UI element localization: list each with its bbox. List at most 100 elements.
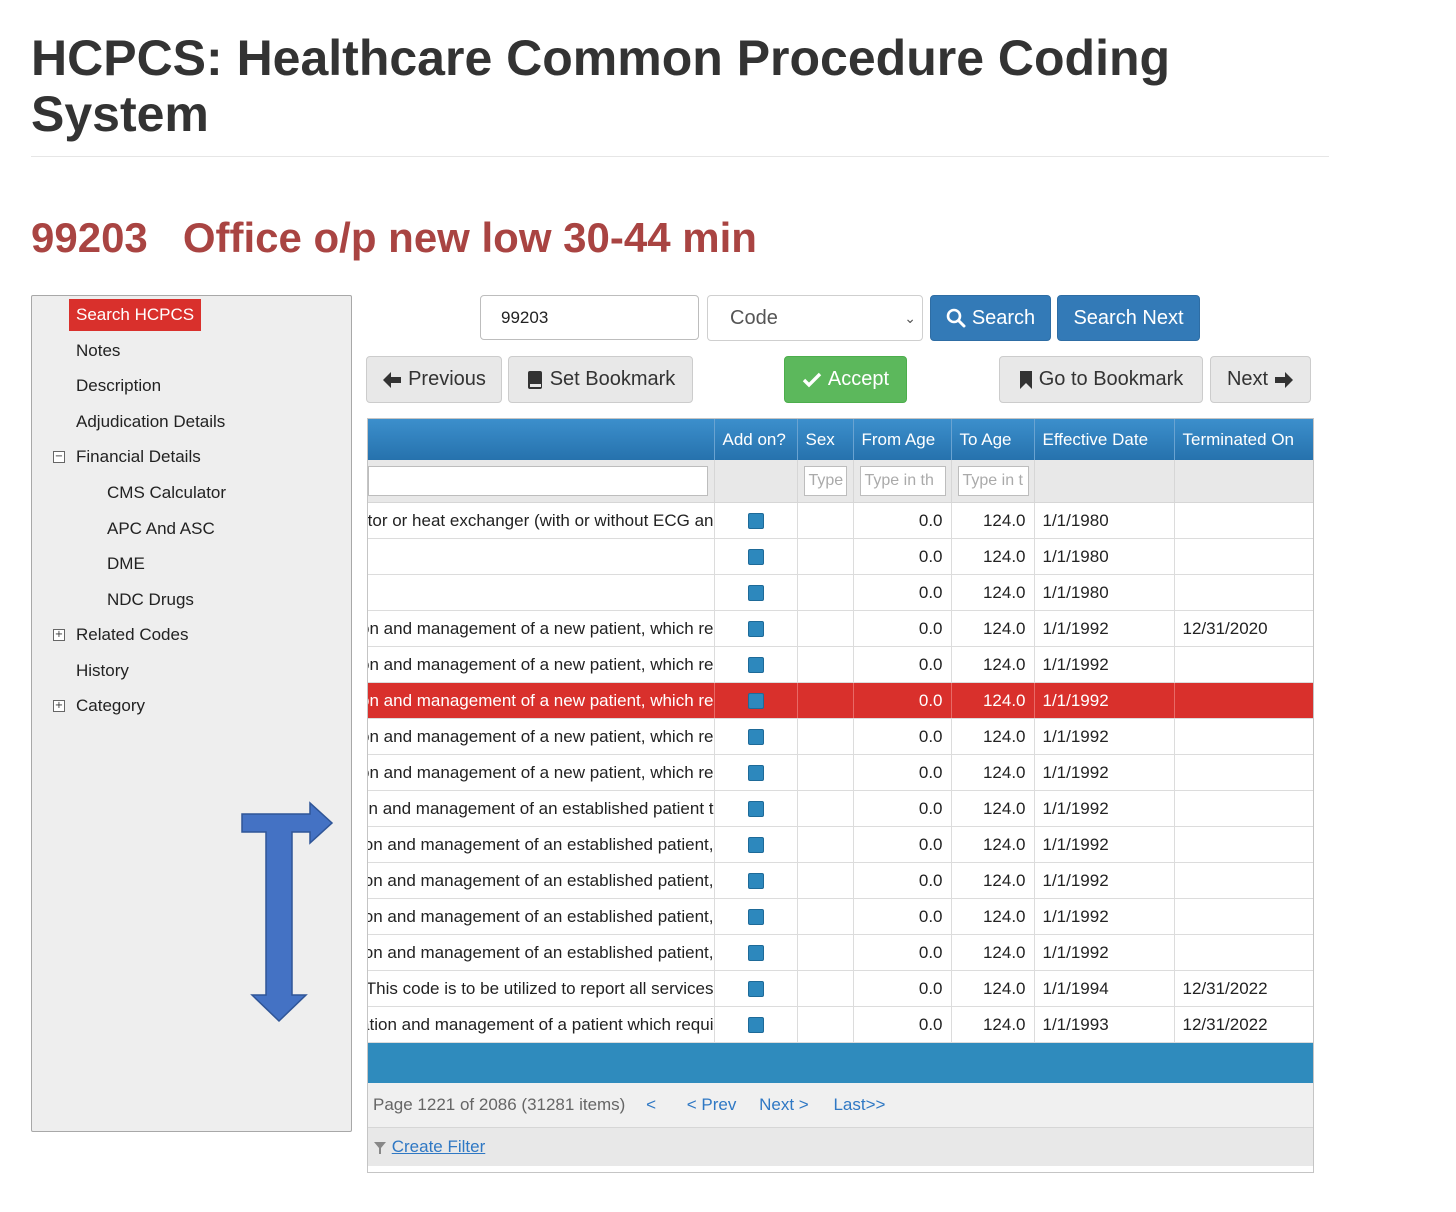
add-on-checkbox[interactable] bbox=[747, 584, 764, 601]
code-description: Office o/p new low 30-44 min bbox=[182, 214, 757, 261]
table-row[interactable]: ation and management of a patient which … bbox=[368, 1006, 1313, 1043]
add-on-checkbox[interactable] bbox=[747, 656, 764, 673]
add-on-checkbox[interactable] bbox=[747, 872, 764, 889]
cell-add-on bbox=[714, 862, 798, 899]
table-row[interactable]: (This code is to be utilized to report a… bbox=[368, 970, 1313, 1007]
add-on-checkbox[interactable] bbox=[747, 764, 764, 781]
sidebar-item-financial-details[interactable]: Financial Details bbox=[76, 447, 201, 466]
previous-button[interactable]: Previous bbox=[366, 356, 502, 403]
sidebar-item-ndc-drugs[interactable]: NDC Drugs bbox=[107, 590, 194, 609]
accept-button[interactable]: Accept bbox=[784, 356, 907, 403]
search-type-select[interactable]: Code ⌄ bbox=[707, 295, 923, 341]
sidebar-item-cms-calculator[interactable]: CMS Calculator bbox=[107, 483, 227, 502]
add-on-checkbox[interactable] bbox=[747, 908, 764, 925]
filter-row: Type Type in th Type in t bbox=[368, 460, 1313, 503]
table-row[interactable]: on and management of a new patient, whic… bbox=[368, 754, 1313, 791]
cell-effective-date: 1/1/1992 bbox=[1034, 682, 1175, 719]
description-text: on and management of an established pati… bbox=[368, 798, 714, 818]
cell-sex bbox=[797, 970, 854, 1007]
sidebar-item-apc-and-asc[interactable]: APC And ASC bbox=[107, 519, 215, 538]
search-next-button[interactable]: Search Next bbox=[1057, 295, 1200, 341]
sidebar-item-history[interactable]: History bbox=[76, 661, 129, 680]
cell-effective-date: 1/1/1980 bbox=[1034, 574, 1175, 611]
pager-first-link[interactable]: < bbox=[646, 1095, 657, 1114]
go-to-bookmark-button[interactable]: Go to Bookmark bbox=[999, 356, 1203, 403]
cell-to-age: 124.0 bbox=[951, 574, 1035, 611]
cell-description: on and management of a new patient, whic… bbox=[368, 718, 715, 755]
description-filter-input[interactable] bbox=[368, 466, 708, 496]
cell-add-on bbox=[714, 646, 798, 683]
column-header-effective-date[interactable]: Effective Date bbox=[1034, 419, 1175, 460]
pager-last-link[interactable]: Last>> bbox=[833, 1095, 886, 1114]
next-button[interactable]: Next bbox=[1210, 356, 1311, 403]
sidebar-item-search-hcpcs[interactable]: Search HCPCS bbox=[69, 299, 202, 331]
search-button[interactable]: Search bbox=[930, 295, 1051, 341]
column-header-to-age[interactable]: To Age bbox=[951, 419, 1035, 460]
column-header-sex[interactable]: Sex bbox=[797, 419, 854, 460]
add-on-checkbox[interactable] bbox=[747, 728, 764, 745]
table-row[interactable]: on and management of an established pati… bbox=[368, 826, 1313, 863]
add-on-checkbox[interactable] bbox=[747, 1016, 764, 1033]
column-header-from-age[interactable]: From Age bbox=[853, 419, 952, 460]
pager-prev-link[interactable]: < Prev bbox=[686, 1095, 737, 1114]
add-on-checkbox[interactable] bbox=[747, 692, 764, 709]
table-row[interactable]: 0.0 124.0 1/1/1980 bbox=[368, 538, 1313, 575]
cell-terminated-on bbox=[1174, 718, 1313, 755]
table-row[interactable]: on and management of an established pati… bbox=[368, 934, 1313, 971]
table-row[interactable]: on and management of an established pati… bbox=[368, 898, 1313, 935]
add-on-checkbox[interactable] bbox=[747, 512, 764, 529]
column-header-add-on[interactable]: Add on? bbox=[714, 419, 798, 460]
table-row[interactable]: on and management of a new patient, whic… bbox=[368, 682, 1313, 719]
column-header-terminated-on[interactable]: Terminated On bbox=[1174, 419, 1313, 460]
create-filter-link[interactable]: Create Filter bbox=[391, 1137, 486, 1156]
cell-sex bbox=[797, 790, 854, 827]
cell-terminated-on bbox=[1174, 898, 1313, 935]
add-on-checkbox[interactable] bbox=[747, 836, 764, 853]
cell-terminated-on: 12/31/2022 bbox=[1174, 970, 1313, 1007]
sidebar-item-notes[interactable]: Notes bbox=[76, 341, 121, 360]
table-row[interactable]: on and management of an established pati… bbox=[368, 790, 1313, 827]
cell-sex bbox=[797, 538, 854, 575]
expand-icon[interactable]: + bbox=[53, 700, 65, 712]
cell-description: on and management of a new patient, whic… bbox=[368, 754, 715, 791]
cell-to-age: 124.0 bbox=[951, 502, 1035, 539]
pager-next-link[interactable]: Next > bbox=[759, 1095, 809, 1114]
set-bookmark-button[interactable]: Set Bookmark bbox=[508, 356, 693, 403]
from-age-filter-input[interactable]: Type in th bbox=[859, 466, 946, 496]
sidebar-item-description[interactable]: Description bbox=[76, 376, 162, 395]
cell-from-age: 0.0 bbox=[853, 502, 952, 539]
code-heading: 99203 Office o/p new low 30-44 min bbox=[31, 211, 757, 265]
cell-effective-date: 1/1/1992 bbox=[1034, 934, 1175, 971]
table-row[interactable]: on and management of an established pati… bbox=[368, 862, 1313, 899]
add-on-checkbox[interactable] bbox=[747, 944, 764, 961]
sidebar-item-dme[interactable]: DME bbox=[107, 554, 145, 573]
annotation-arrow-icon bbox=[241, 801, 334, 1023]
to-age-filter-input[interactable]: Type in t bbox=[957, 466, 1029, 496]
table-row[interactable]: on and management of a new patient, whic… bbox=[368, 718, 1313, 755]
table-row[interactable]: on and management of a new patient, whic… bbox=[368, 646, 1313, 683]
sidebar-item-category[interactable]: Category bbox=[76, 696, 145, 715]
cell-to-age: 124.0 bbox=[951, 862, 1035, 899]
add-on-checkbox[interactable] bbox=[747, 548, 764, 565]
table-row[interactable]: ator or heat exchanger (with or without … bbox=[368, 502, 1313, 539]
table-row[interactable]: on and management of a new patient, whic… bbox=[368, 610, 1313, 647]
cell-terminated-on: 12/31/2020 bbox=[1174, 610, 1313, 647]
search-input[interactable] bbox=[480, 295, 699, 340]
sidebar-item-adjudication-details[interactable]: Adjudication Details bbox=[76, 412, 226, 431]
add-on-checkbox[interactable] bbox=[747, 800, 764, 817]
add-on-checkbox[interactable] bbox=[747, 620, 764, 637]
collapse-icon[interactable]: − bbox=[53, 451, 65, 463]
column-header-description[interactable] bbox=[368, 419, 715, 460]
add-on-checkbox[interactable] bbox=[747, 980, 764, 997]
table-row[interactable]: 0.0 124.0 1/1/1980 bbox=[368, 574, 1313, 611]
sidebar-item-related-codes[interactable]: Related Codes bbox=[76, 625, 189, 644]
cell-sex bbox=[797, 754, 854, 791]
cell-add-on bbox=[714, 610, 798, 647]
cell-description: ation and management of a patient which … bbox=[368, 1006, 715, 1043]
sex-filter-input[interactable]: Type bbox=[803, 466, 847, 496]
bookmark-icon bbox=[1019, 370, 1032, 389]
title-divider bbox=[31, 156, 1329, 157]
cell-to-age: 124.0 bbox=[951, 682, 1035, 719]
cell-add-on bbox=[714, 574, 798, 611]
expand-icon[interactable]: + bbox=[53, 629, 65, 641]
